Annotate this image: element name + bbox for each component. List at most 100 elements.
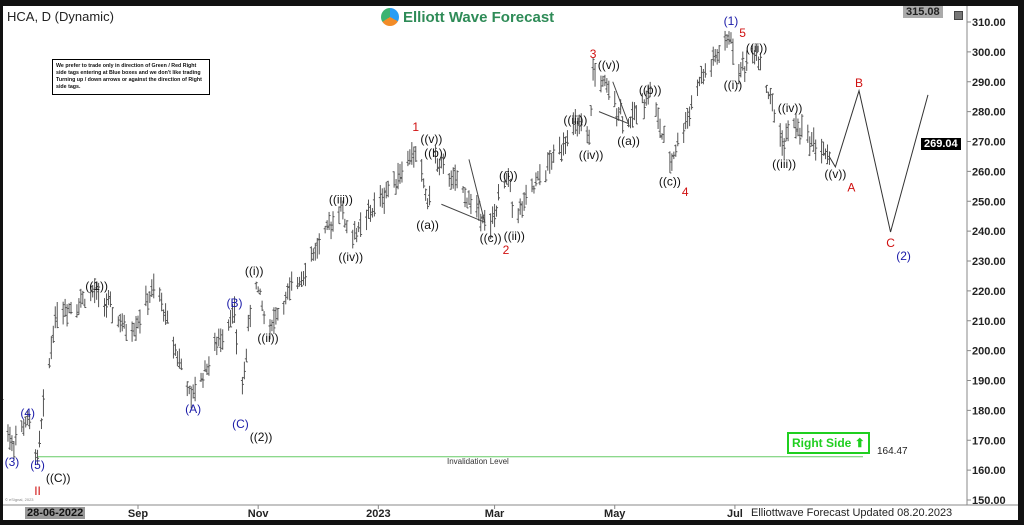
ohlc-bar — [737, 64, 741, 85]
ohlc-bar — [341, 200, 345, 220]
price-chart[interactable]: 150.00 160.00 170.00 180.00 190.00 200.00 210.… — [3, 6, 1018, 520]
ohlc-bar — [615, 108, 619, 127]
y-tick-label: 290.00 — [972, 77, 1006, 89]
ohlc-bar — [493, 203, 497, 228]
y-tick-label: 270.00 — [972, 137, 1006, 149]
ohlc-bar — [780, 130, 784, 156]
ohlc-bar — [546, 152, 550, 171]
trading-notice: We prefer to trade only in direction of … — [52, 59, 210, 95]
ohlc-bar — [191, 384, 195, 399]
ohlc-bar — [160, 292, 164, 312]
ohlc-bar — [179, 358, 183, 371]
ohlc-bar — [400, 161, 404, 183]
ohlc-bar — [772, 109, 776, 123]
ohlc-bar — [104, 293, 108, 318]
footer-updated: Elliottwave Forecast Updated 08.20.2023 — [751, 507, 953, 519]
ohlc-bar — [175, 351, 179, 367]
wave-label: ((iv)) — [778, 101, 803, 115]
ohlc-bar — [132, 322, 136, 337]
ohlc-bar — [723, 30, 727, 51]
ohlc-bar — [359, 212, 363, 237]
wave-label: (4) — [20, 406, 35, 420]
ohlc-bar — [284, 291, 288, 305]
ohlc-bar — [601, 75, 605, 87]
ohlc-bar — [420, 159, 424, 182]
ohlc-bar — [563, 136, 567, 155]
wave-label: ((iii)) — [563, 113, 587, 127]
ohlc-bar — [607, 80, 611, 100]
ohlc-bar — [571, 112, 575, 136]
ohlc-bar — [6, 424, 10, 442]
ohlc-bar — [755, 43, 759, 61]
ohlc-bar — [365, 209, 369, 231]
wave-label: II — [34, 484, 41, 498]
current-price-label: 269.04 — [921, 138, 961, 150]
ohlc-bar — [370, 208, 374, 218]
wave-label: ((a)) — [617, 134, 640, 148]
ohlc-bar — [148, 291, 152, 303]
ohlc-bar — [39, 418, 43, 430]
ohlc-bar — [792, 118, 796, 129]
ohlc-bar — [433, 145, 437, 164]
wave-label: ((b)) — [424, 146, 447, 160]
ohlc-bar — [552, 144, 556, 163]
ohlc-bar — [235, 329, 238, 355]
ohlc-bar — [453, 164, 457, 191]
ohlc-bar — [91, 285, 95, 298]
wave-label: ((i)) — [499, 168, 518, 182]
ohlc-bar — [260, 300, 264, 312]
wave-label: (5) — [30, 458, 45, 472]
ohlc-bar — [36, 449, 40, 465]
ohlc-bar — [778, 123, 782, 147]
ohlc-bar — [254, 281, 258, 290]
ohlc-bar — [587, 129, 591, 145]
wave-label: ((ii)) — [746, 41, 767, 55]
wave-label: ((iii)) — [772, 157, 796, 171]
ohlc-bar — [699, 65, 703, 84]
triangle-lines — [441, 159, 486, 224]
ohlc-bar — [800, 114, 804, 138]
ohlc-bar — [286, 283, 290, 300]
ohlc-bar — [276, 307, 280, 321]
ohlc-bar — [380, 188, 384, 208]
x-tick-label: Jul — [727, 508, 743, 520]
ohlc-bar — [173, 343, 177, 356]
ohlc-bar — [591, 57, 595, 81]
ohlc-bar — [414, 146, 418, 162]
ohlc-bar — [449, 170, 453, 190]
ohlc-bar — [368, 204, 372, 222]
ohlc-bar — [751, 45, 755, 64]
x-tick-label: May — [604, 508, 626, 520]
wave-label: (3) — [5, 455, 20, 469]
ohlc-bar — [201, 372, 205, 388]
expand-icon[interactable] — [954, 11, 963, 20]
ohlc-bar — [820, 138, 824, 164]
ohlc-bar — [798, 127, 802, 145]
wave-label: 4 — [682, 185, 689, 199]
ohlc-bar — [262, 311, 266, 325]
ohlc-bar — [136, 315, 140, 329]
ohlc-bar — [282, 300, 286, 315]
ohlc-bar — [185, 381, 189, 397]
ohlc-bar — [690, 95, 694, 110]
y-tick-label: 150.00 — [972, 495, 1006, 507]
brand-logo: Elliott Wave Forecast — [381, 8, 554, 26]
ohlc-bar — [725, 34, 729, 48]
ohlc-bar — [827, 151, 831, 165]
ohlc-bar — [311, 248, 315, 261]
ohlc-bar — [455, 170, 459, 189]
ohlc-bar — [768, 87, 772, 105]
ohlc-bar — [67, 303, 71, 314]
ohlc-bar — [398, 163, 402, 184]
x-tick-label: Nov — [248, 508, 270, 520]
wave-label: ((a)) — [416, 218, 439, 232]
ohlc-bar — [69, 301, 73, 315]
ohlc-bar — [812, 127, 816, 152]
ohlc-bar — [215, 336, 219, 356]
ohlc-bar — [274, 307, 278, 325]
ohlc-bar — [575, 121, 579, 137]
ohlc-bar — [366, 199, 370, 219]
x-tick-label: Mar — [485, 508, 505, 520]
ohlc-bar — [688, 106, 692, 127]
symbol-title: HCA, D (Dynamic) — [7, 9, 114, 24]
